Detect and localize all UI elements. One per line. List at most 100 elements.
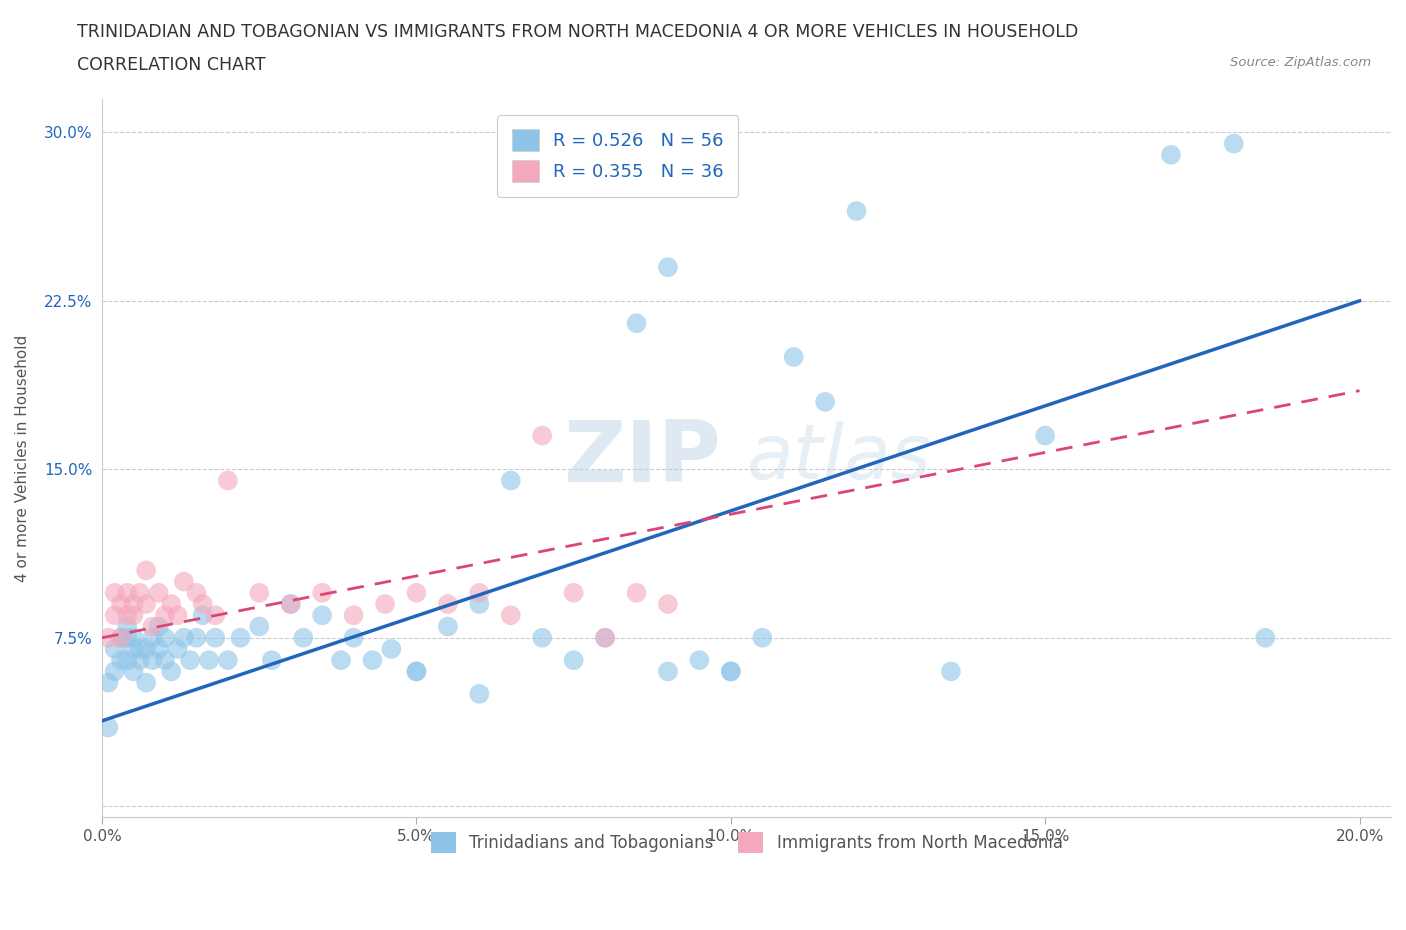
- Text: ZIP: ZIP: [562, 417, 721, 499]
- Point: [280, 597, 302, 612]
- Point: [97, 631, 120, 645]
- Legend: Trinidadians and Tobagonians, Immigrants from North Macedonia: Trinidadians and Tobagonians, Immigrants…: [423, 826, 1069, 859]
- Point: [1033, 428, 1056, 443]
- Point: [247, 585, 270, 600]
- Point: [173, 574, 195, 589]
- Text: TRINIDADIAN AND TOBAGONIAN VS IMMIGRANTS FROM NORTH MACEDONIA 4 OR MORE VEHICLES: TRINIDADIAN AND TOBAGONIAN VS IMMIGRANTS…: [77, 23, 1078, 41]
- Point: [405, 664, 427, 679]
- Point: [593, 631, 616, 645]
- Point: [260, 653, 283, 668]
- Point: [135, 597, 157, 612]
- Point: [280, 597, 302, 612]
- Y-axis label: 4 or more Vehicles in Household: 4 or more Vehicles in Household: [15, 335, 30, 581]
- Point: [330, 653, 353, 668]
- Point: [499, 608, 522, 623]
- Point: [135, 563, 157, 578]
- Point: [688, 653, 710, 668]
- Point: [148, 642, 170, 657]
- Point: [720, 664, 742, 679]
- Point: [104, 585, 127, 600]
- Point: [204, 608, 226, 623]
- Point: [117, 631, 139, 645]
- Point: [128, 642, 150, 657]
- Point: [160, 597, 183, 612]
- Point: [179, 653, 201, 668]
- Point: [148, 585, 170, 600]
- Point: [405, 585, 427, 600]
- Point: [342, 631, 364, 645]
- Point: [160, 664, 183, 679]
- Point: [751, 631, 773, 645]
- Point: [122, 631, 145, 645]
- Point: [468, 585, 491, 600]
- Point: [783, 350, 806, 365]
- Point: [247, 619, 270, 634]
- Point: [110, 631, 132, 645]
- Point: [720, 664, 742, 679]
- Text: Source: ZipAtlas.com: Source: ZipAtlas.com: [1230, 56, 1371, 69]
- Point: [128, 653, 150, 668]
- Point: [117, 619, 139, 634]
- Point: [405, 664, 427, 679]
- Point: [468, 686, 491, 701]
- Point: [374, 597, 396, 612]
- Point: [845, 204, 868, 219]
- Point: [141, 619, 163, 634]
- Point: [141, 631, 163, 645]
- Point: [531, 428, 554, 443]
- Point: [104, 642, 127, 657]
- Point: [122, 664, 145, 679]
- Point: [657, 259, 679, 274]
- Point: [437, 597, 460, 612]
- Point: [128, 585, 150, 600]
- Point: [122, 597, 145, 612]
- Point: [499, 473, 522, 488]
- Point: [141, 653, 163, 668]
- Point: [204, 631, 226, 645]
- Point: [531, 631, 554, 645]
- Point: [311, 608, 333, 623]
- Point: [186, 631, 208, 645]
- Point: [361, 653, 384, 668]
- Point: [135, 675, 157, 690]
- Point: [117, 653, 139, 668]
- Point: [626, 585, 648, 600]
- Point: [110, 631, 132, 645]
- Point: [1254, 631, 1277, 645]
- Point: [562, 653, 585, 668]
- Point: [153, 608, 176, 623]
- Point: [229, 631, 252, 645]
- Point: [380, 642, 402, 657]
- Point: [153, 653, 176, 668]
- Text: CORRELATION CHART: CORRELATION CHART: [77, 56, 266, 73]
- Point: [593, 631, 616, 645]
- Point: [437, 619, 460, 634]
- Point: [1223, 136, 1246, 151]
- Point: [292, 631, 315, 645]
- Point: [122, 642, 145, 657]
- Point: [191, 597, 214, 612]
- Point: [173, 631, 195, 645]
- Point: [191, 608, 214, 623]
- Point: [562, 585, 585, 600]
- Point: [97, 675, 120, 690]
- Point: [198, 653, 221, 668]
- Point: [939, 664, 962, 679]
- Point: [104, 608, 127, 623]
- Point: [657, 664, 679, 679]
- Point: [135, 642, 157, 657]
- Point: [104, 664, 127, 679]
- Point: [117, 585, 139, 600]
- Point: [122, 608, 145, 623]
- Point: [166, 608, 188, 623]
- Point: [342, 608, 364, 623]
- Text: atlas: atlas: [747, 421, 931, 495]
- Point: [217, 653, 239, 668]
- Point: [148, 619, 170, 634]
- Point: [814, 394, 837, 409]
- Point: [97, 720, 120, 735]
- Point: [110, 653, 132, 668]
- Point: [1160, 148, 1182, 163]
- Point: [110, 597, 132, 612]
- Point: [468, 597, 491, 612]
